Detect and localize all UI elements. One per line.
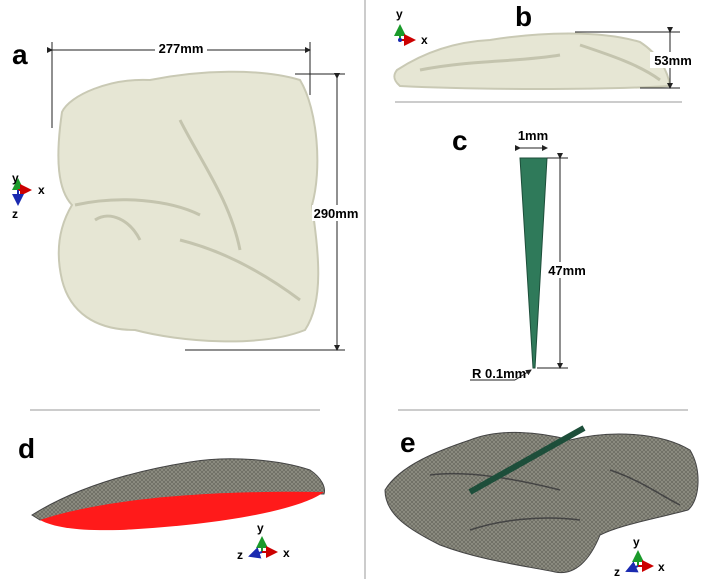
axis-label: z xyxy=(237,548,243,562)
axis-label: y xyxy=(257,521,264,535)
axis-z xyxy=(627,566,638,571)
axis-label: z xyxy=(614,565,620,579)
dimension-label: R 0.1mm xyxy=(472,366,526,381)
panel-label: c xyxy=(452,125,468,156)
dimension-label: 53mm xyxy=(654,53,692,68)
axis-label: y xyxy=(12,171,19,185)
panel-label: e xyxy=(400,427,416,458)
figure: a 277mm 290mm y x z b 53mm y x c 1mm 47m… xyxy=(0,0,705,579)
dimension-label: 1mm xyxy=(518,128,548,143)
axis-label: x xyxy=(421,33,428,47)
dimension-label: 47mm xyxy=(548,263,586,278)
dimension-label: 290mm xyxy=(314,206,359,221)
panel-label: d xyxy=(18,433,35,464)
axis-label: x xyxy=(658,560,665,574)
axis-label: z xyxy=(12,207,18,221)
panel-label: a xyxy=(12,39,28,70)
axis-origin xyxy=(398,38,402,42)
axis-triad: y x z xyxy=(12,171,45,221)
liver-model xyxy=(58,72,318,342)
axis-z xyxy=(250,552,262,556)
axis-triad: y z x xyxy=(237,521,290,562)
axis-triad: y x xyxy=(396,7,428,47)
axis-label: y xyxy=(396,7,403,21)
axis-label: x xyxy=(283,546,290,560)
dimension-label: 277mm xyxy=(159,41,204,56)
axis-label: y xyxy=(633,535,640,549)
axis-triad: y z x xyxy=(614,535,665,579)
needle xyxy=(520,158,547,368)
axis-label: x xyxy=(38,183,45,197)
panel-label: b xyxy=(515,1,532,32)
